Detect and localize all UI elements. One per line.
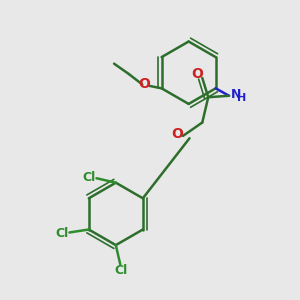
Text: H: H <box>237 93 246 103</box>
Text: N: N <box>230 88 241 101</box>
Text: O: O <box>171 127 183 140</box>
Text: Cl: Cl <box>114 265 128 278</box>
Text: Cl: Cl <box>82 171 96 184</box>
Text: O: O <box>138 77 150 92</box>
Text: Cl: Cl <box>56 226 69 240</box>
Text: O: O <box>191 68 203 81</box>
